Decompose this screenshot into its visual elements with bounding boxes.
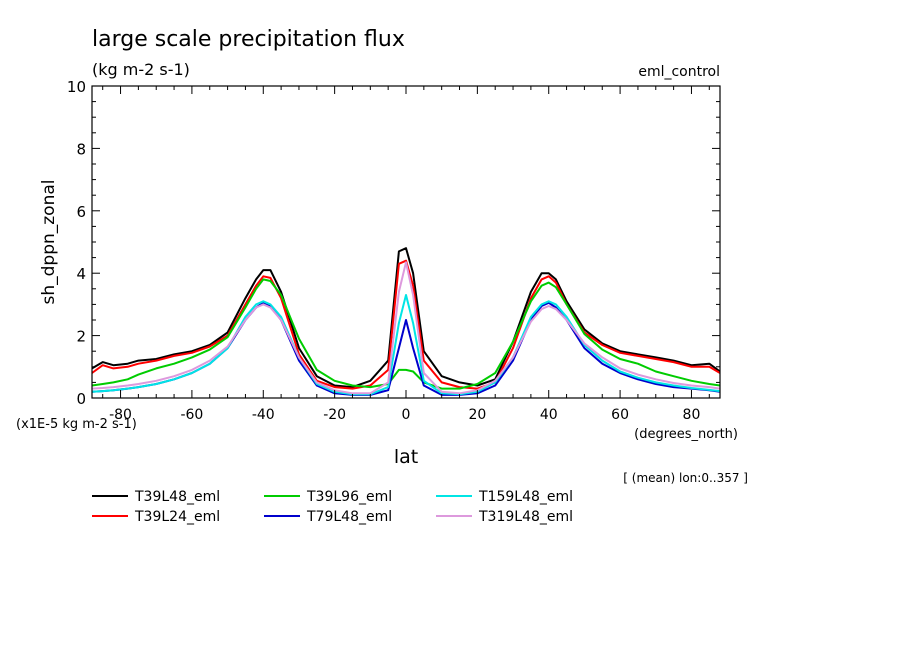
x-tick-label: 40 [540, 407, 558, 423]
x-tick-label: 60 [611, 407, 629, 423]
x-tick-label: -80 [109, 407, 132, 423]
y-tick-label: 6 [76, 203, 86, 221]
x-tick-label: 0 [402, 407, 411, 423]
axis-ticks [92, 85, 720, 399]
y-axis-label: sh_dppn_zonal [39, 179, 59, 304]
plot-lines [91, 247, 721, 396]
series-line-T159L48_eml [91, 294, 721, 396]
legend-label-T319L48_eml: T319L48_eml [478, 509, 573, 525]
y-tick-label: 10 [67, 78, 86, 96]
run-label: eml_control [638, 64, 720, 80]
legend: T39L48_eml T39L24_eml T39L96_eml T79L48_eml… [92, 489, 573, 525]
legend-label-T39L96_eml: T39L96_eml [306, 489, 392, 505]
y-scale-note: (x1E-5 kg m-2 s-1) [16, 417, 137, 432]
axis-tick-labels: -80 -60 -40 -20 0 20 40 60 80 0 2 4 6 8 10 [67, 78, 700, 423]
legend-label-T39L48_eml: T39L48_eml [134, 489, 220, 505]
x-units-label: (degrees_north) [634, 427, 738, 442]
x-axis-label: lat [394, 446, 418, 468]
series-line-T39L48_eml [91, 247, 721, 389]
series-line-T79L48_eml [91, 301, 721, 396]
y-tick-label: 2 [76, 328, 86, 346]
x-tick-label: 20 [468, 407, 486, 423]
x-tick-label: -40 [252, 407, 275, 423]
x-tick-label: 80 [683, 407, 701, 423]
chart-title: large scale precipitation flux [92, 27, 405, 52]
series-line-T39L96_eml [91, 278, 721, 390]
averaging-note: [ (mean) lon:0..357 ] [623, 471, 748, 485]
y-tick-label: 8 [76, 140, 86, 158]
y-tick-label: 4 [76, 265, 86, 283]
y-tick-label: 0 [76, 390, 86, 408]
legend-label-T159L48_eml: T159L48_eml [478, 489, 573, 505]
series-line-T319L48_eml [91, 261, 721, 395]
x-tick-label: -60 [180, 407, 203, 423]
legend-label-T79L48_eml: T79L48_eml [306, 509, 392, 525]
series-line-T39L24_eml [91, 259, 721, 390]
chart-subtitle: (kg m-2 s-1) [92, 60, 190, 79]
legend-label-T39L24_eml: T39L24_eml [134, 509, 220, 525]
x-tick-label: -20 [323, 407, 346, 423]
